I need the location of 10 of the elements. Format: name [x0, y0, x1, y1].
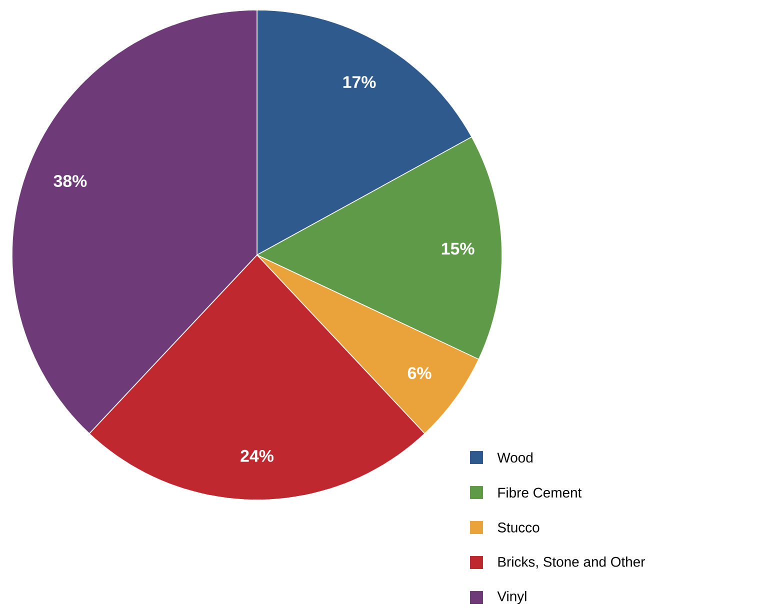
- data-label: 6%: [408, 367, 432, 380]
- legend-label: Bricks, Stone and Other: [498, 556, 646, 568]
- data-label: 17%: [343, 76, 376, 88]
- data-label: 38%: [54, 175, 87, 188]
- data-label: 24%: [240, 450, 274, 462]
- legend-label: Wood: [497, 452, 532, 463]
- legend-label: Fibre Cement: [498, 487, 582, 498]
- data-label: 15%: [442, 242, 474, 255]
- legend-label: Vinyl: [497, 590, 526, 604]
- legend-label: Stucco: [498, 522, 540, 532]
